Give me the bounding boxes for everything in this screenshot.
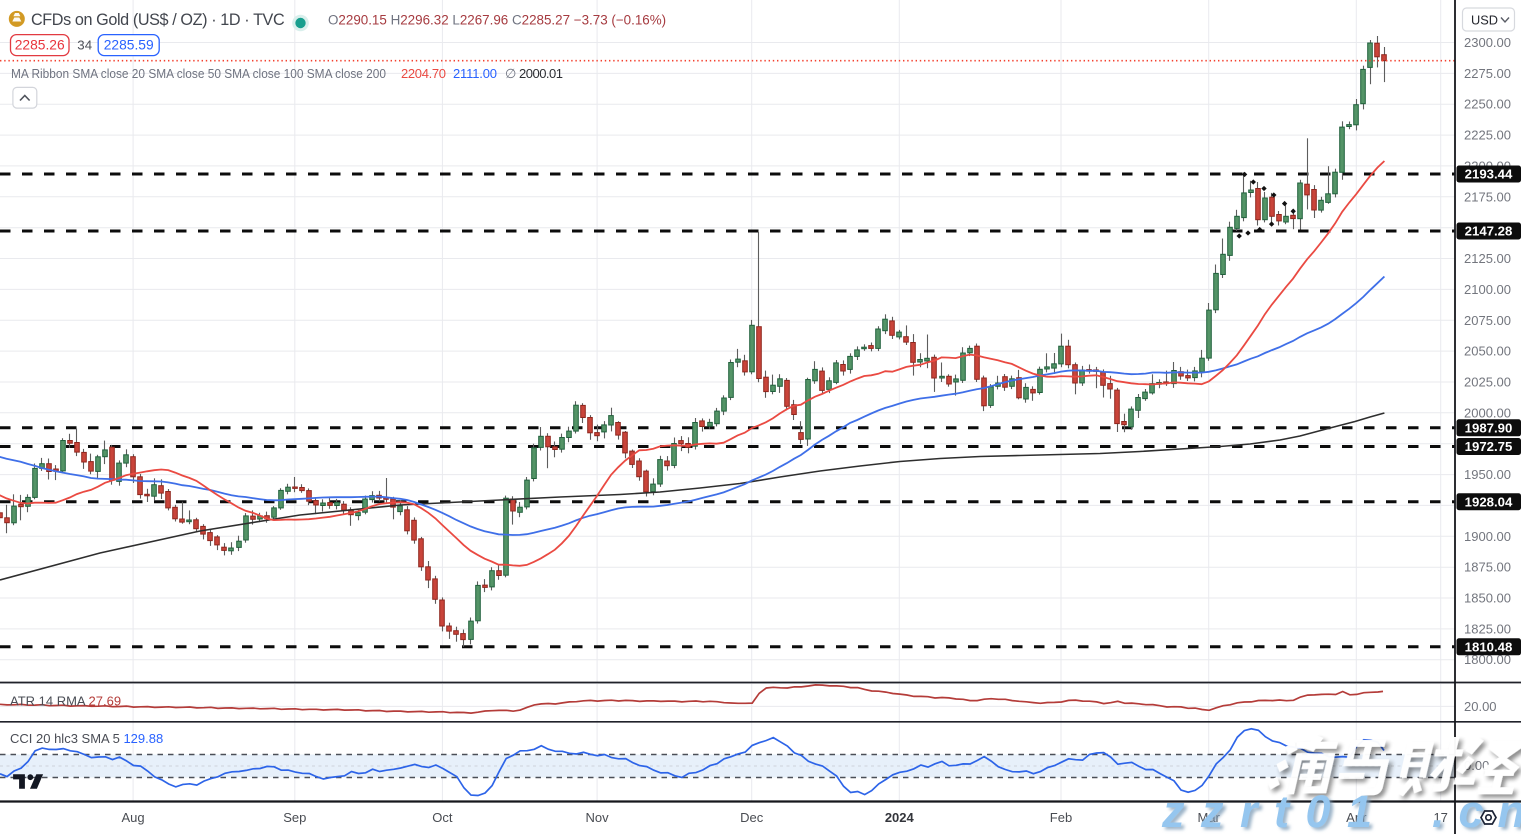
svg-text:Nov: Nov (586, 810, 610, 825)
svg-text:2075.00: 2075.00 (1464, 313, 1511, 328)
svg-text:2024: 2024 (885, 810, 915, 825)
svg-text:2111.00: 2111.00 (453, 66, 497, 81)
svg-text:2204.70: 2204.70 (401, 66, 446, 81)
svg-text:2300.00: 2300.00 (1464, 35, 1511, 50)
svg-text:CCI 20 hlc3 SMA 5 129.88: CCI 20 hlc3 SMA 5 129.88 (10, 731, 163, 746)
svg-text:CFDs on Gold (US$ / OZ) · 1D ·: CFDs on Gold (US$ / OZ) · 1D · TVC (31, 11, 285, 29)
svg-text:2225.00: 2225.00 (1464, 128, 1511, 143)
svg-text:2285.59: 2285.59 (104, 38, 154, 53)
svg-text:1825.00: 1825.00 (1464, 621, 1511, 636)
svg-text:1987.90: 1987.90 (1465, 421, 1513, 436)
svg-text:zzrt01: zzrt01 (1161, 786, 1389, 834)
svg-text:2175.00: 2175.00 (1464, 189, 1511, 204)
svg-text:1900.00: 1900.00 (1464, 529, 1511, 544)
svg-text:Aug: Aug (122, 810, 145, 825)
svg-text:Sep: Sep (283, 810, 306, 825)
svg-text:2100.00: 2100.00 (1464, 282, 1511, 297)
svg-text:MA Ribbon SMA close 20 SMA clo: MA Ribbon SMA close 20 SMA close 50 SMA … (11, 66, 386, 81)
svg-text:Apr: Apr (1346, 810, 1367, 825)
svg-text:Oct: Oct (432, 810, 453, 825)
svg-text:Mar: Mar (1198, 810, 1221, 825)
svg-text:2147.28: 2147.28 (1465, 224, 1513, 239)
svg-text:2285.26: 2285.26 (15, 38, 65, 53)
svg-text:1800.00: 1800.00 (1464, 652, 1511, 667)
svg-text:1928.04: 1928.04 (1465, 494, 1513, 509)
svg-text:2125.00: 2125.00 (1464, 251, 1511, 266)
svg-text:2000.01: 2000.01 (519, 66, 563, 81)
svg-text:2193.44: 2193.44 (1465, 167, 1513, 182)
svg-text:1810.48: 1810.48 (1465, 640, 1513, 655)
svg-text:O2290.15 H2296.32 L2267.96 C22: O2290.15 H2296.32 L2267.96 C2285.27 −3.7… (328, 13, 666, 28)
svg-text:1875.00: 1875.00 (1464, 560, 1511, 575)
svg-text:Feb: Feb (1050, 810, 1072, 825)
svg-text:2275.00: 2275.00 (1464, 66, 1511, 81)
svg-text:1972.75: 1972.75 (1465, 439, 1513, 454)
svg-text:USD: USD (1471, 13, 1498, 28)
svg-text:34: 34 (77, 38, 92, 53)
svg-text:2025.00: 2025.00 (1464, 375, 1511, 390)
svg-text:Dec: Dec (740, 810, 764, 825)
svg-text:1950.00: 1950.00 (1464, 467, 1511, 482)
svg-text:20.00: 20.00 (1464, 699, 1497, 714)
svg-text:.cn: .cn (1432, 786, 1521, 834)
svg-text:17: 17 (1433, 810, 1447, 825)
svg-text:1850.00: 1850.00 (1464, 591, 1511, 606)
svg-text:2250.00: 2250.00 (1464, 97, 1511, 112)
svg-text:∅: ∅ (505, 66, 516, 81)
svg-text:2000.00: 2000.00 (1464, 405, 1511, 420)
svg-text:ATR 14 RMA 27.69: ATR 14 RMA 27.69 (10, 694, 121, 709)
svg-text:2050.00: 2050.00 (1464, 344, 1511, 359)
